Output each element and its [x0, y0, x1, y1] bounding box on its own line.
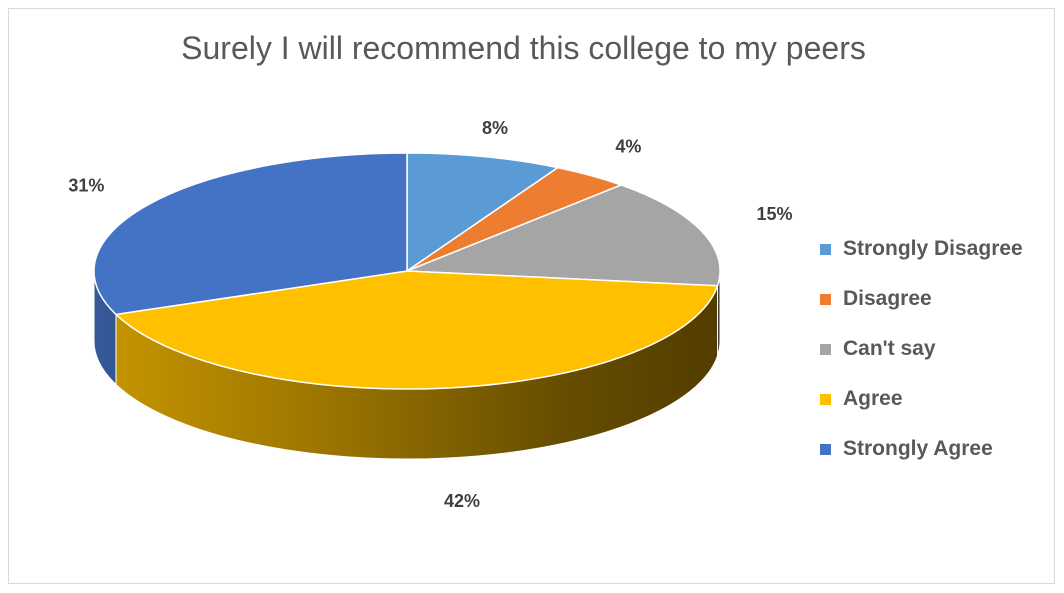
- legend: Strongly Disagree Disagree Can't say Agr…: [820, 224, 1023, 474]
- legend-item-disagree: Disagree: [820, 274, 1023, 324]
- legend-swatch: [820, 443, 831, 455]
- pie-slice-can-t-say: [406, 184, 721, 287]
- legend-swatch: [820, 293, 831, 305]
- legend-label: Disagree: [843, 287, 932, 310]
- legend-label: Strongly Disagree: [843, 237, 1023, 260]
- pie-slices: [93, 152, 721, 390]
- data-label: 8%: [482, 118, 508, 138]
- legend-item-agree: Agree: [820, 374, 1023, 424]
- legend-label: Agree: [843, 387, 903, 410]
- legend-item-strongly-agree: Strongly Agree: [820, 424, 1023, 474]
- data-label: 4%: [615, 136, 641, 156]
- data-label: 42%: [444, 491, 480, 511]
- legend-swatch: [820, 343, 831, 355]
- data-label: 31%: [68, 175, 104, 195]
- legend-label: Can't say: [843, 337, 936, 360]
- pie-slice-agree: [114, 270, 719, 390]
- pie-slice-strongly-disagree: [406, 152, 560, 273]
- pie-slice-strongly-agree: [93, 152, 408, 316]
- legend-label: Strongly Agree: [843, 437, 993, 460]
- pie-sides: [93, 270, 721, 460]
- legend-item-strongly-disagree: Strongly Disagree: [820, 224, 1023, 274]
- data-labels: 8% 4% 15% 42% 31%: [68, 118, 792, 511]
- legend-swatch: [820, 243, 831, 255]
- data-label: 15%: [756, 204, 792, 224]
- chart-title: Surely I will recommend this college to …: [181, 30, 866, 66]
- legend-swatch: [820, 393, 831, 405]
- legend-item-cant-say: Can't say: [820, 324, 1023, 374]
